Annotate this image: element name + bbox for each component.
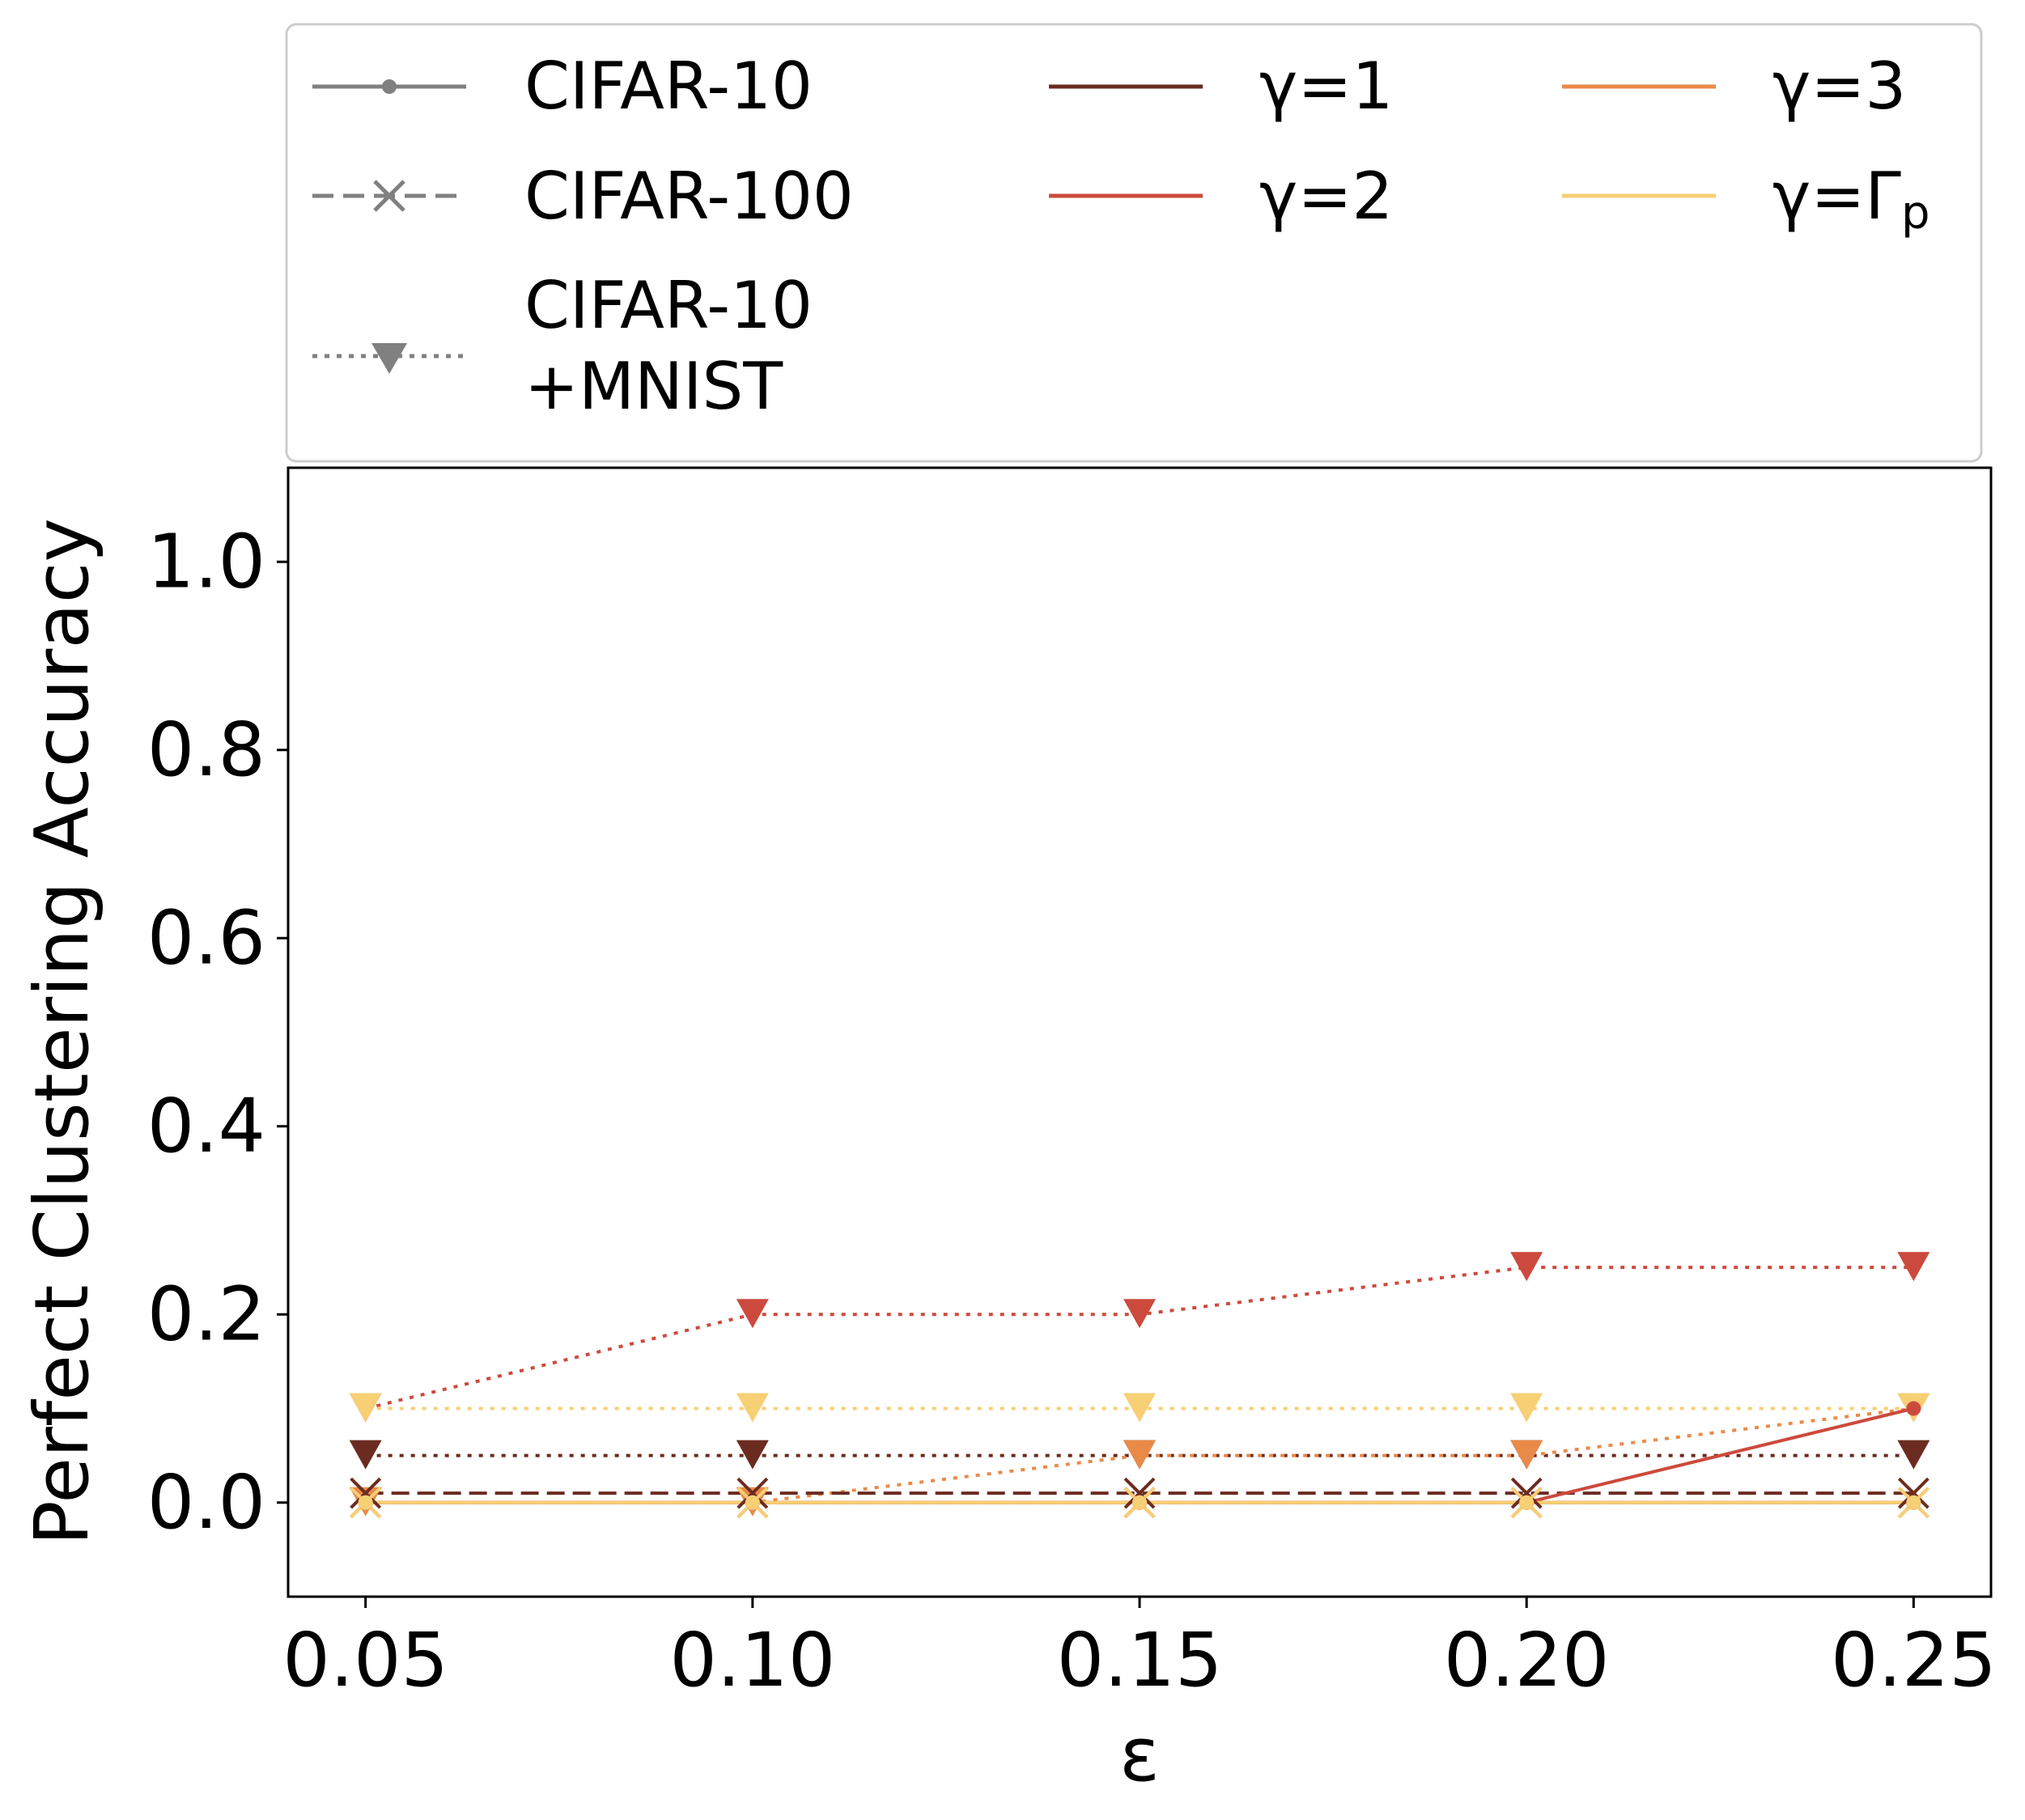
plot-frame	[287, 466, 1993, 1598]
legend-label-gamma1: γ=1	[1259, 49, 1393, 124]
legend-marker-triangle	[371, 343, 407, 374]
legend-label-gamma-gammap-main: γ=Γ	[1772, 159, 1901, 234]
legend-label-cifar10: CIFAR-10	[524, 49, 813, 124]
data-point	[1123, 1299, 1156, 1329]
legend-label-cifar100: CIFAR-100	[524, 159, 854, 234]
legend-marker-circle	[382, 79, 397, 94]
y-tick-label: 0.8	[147, 706, 265, 793]
y-tick-label: 0.4	[147, 1083, 265, 1169]
plot-area	[288, 468, 1991, 1597]
x-tick-label: 0.25	[1831, 1617, 1997, 1703]
series-line	[365, 1406, 1914, 1504]
y-tick-label: 1.0	[147, 518, 265, 605]
data-point	[1123, 1440, 1156, 1470]
x-axis: 0.05 0.10 0.15 0.20 0.25	[282, 1597, 1997, 1703]
y-tick-label: 0.0	[147, 1459, 265, 1546]
data-point	[349, 1440, 382, 1470]
legend-label-gamma2: γ=2	[1259, 159, 1393, 234]
legend-label-cifar10-mnist-line1: CIFAR-10	[524, 268, 813, 343]
legend-label-gamma-gammap: γ=Γp	[1772, 159, 1930, 240]
data-point	[1897, 1440, 1930, 1470]
data-point	[1510, 1477, 1543, 1509]
data-point	[349, 1393, 382, 1423]
data-point	[1906, 1401, 1921, 1416]
x-tick-label: 0.10	[669, 1617, 835, 1703]
legend-label-gamma3: γ=3	[1772, 49, 1906, 124]
data-point	[737, 1477, 769, 1509]
y-axis-label: Perfect Clustering Accuracy	[19, 518, 105, 1546]
legend: CIFAR-10 CIFAR-100 CIFAR-10 +MNIST γ=1 γ…	[285, 23, 1983, 463]
x-tick-label: 0.20	[1444, 1617, 1610, 1703]
data-point	[1123, 1393, 1156, 1423]
y-tick-label: 0.2	[147, 1271, 265, 1357]
x-axis-label: ε	[1119, 1712, 1160, 1798]
series-markers	[349, 1252, 1930, 1519]
y-axis: 0.0 0.2 0.4 0.6 0.8 1.0	[147, 518, 288, 1546]
data-point	[1519, 1495, 1535, 1510]
data-point	[1510, 1440, 1543, 1470]
data-point	[736, 1299, 769, 1329]
x-tick-label: 0.05	[282, 1617, 448, 1703]
data-point	[745, 1495, 760, 1510]
data-point	[1897, 1477, 1929, 1509]
data-point	[1897, 1252, 1930, 1282]
legend-frame	[285, 23, 1983, 463]
data-point	[350, 1477, 382, 1509]
legend-label-cifar10-mnist: CIFAR-10 +MNIST	[524, 268, 833, 424]
data-point	[1123, 1477, 1156, 1509]
data-point	[1906, 1495, 1921, 1510]
legend-label-cifar10-mnist-line2: +MNIST	[524, 349, 783, 424]
x-tick-label: 0.15	[1057, 1617, 1223, 1703]
y-tick-label: 0.6	[147, 894, 265, 981]
data-point	[736, 1440, 769, 1470]
data-point	[1510, 1393, 1543, 1423]
data-point	[358, 1495, 373, 1510]
legend-label-gamma-gammap-sub: p	[1901, 187, 1930, 240]
data-point	[1510, 1252, 1543, 1282]
data-point	[736, 1393, 769, 1423]
data-point	[1132, 1495, 1147, 1510]
legend-marker-x	[373, 180, 405, 212]
